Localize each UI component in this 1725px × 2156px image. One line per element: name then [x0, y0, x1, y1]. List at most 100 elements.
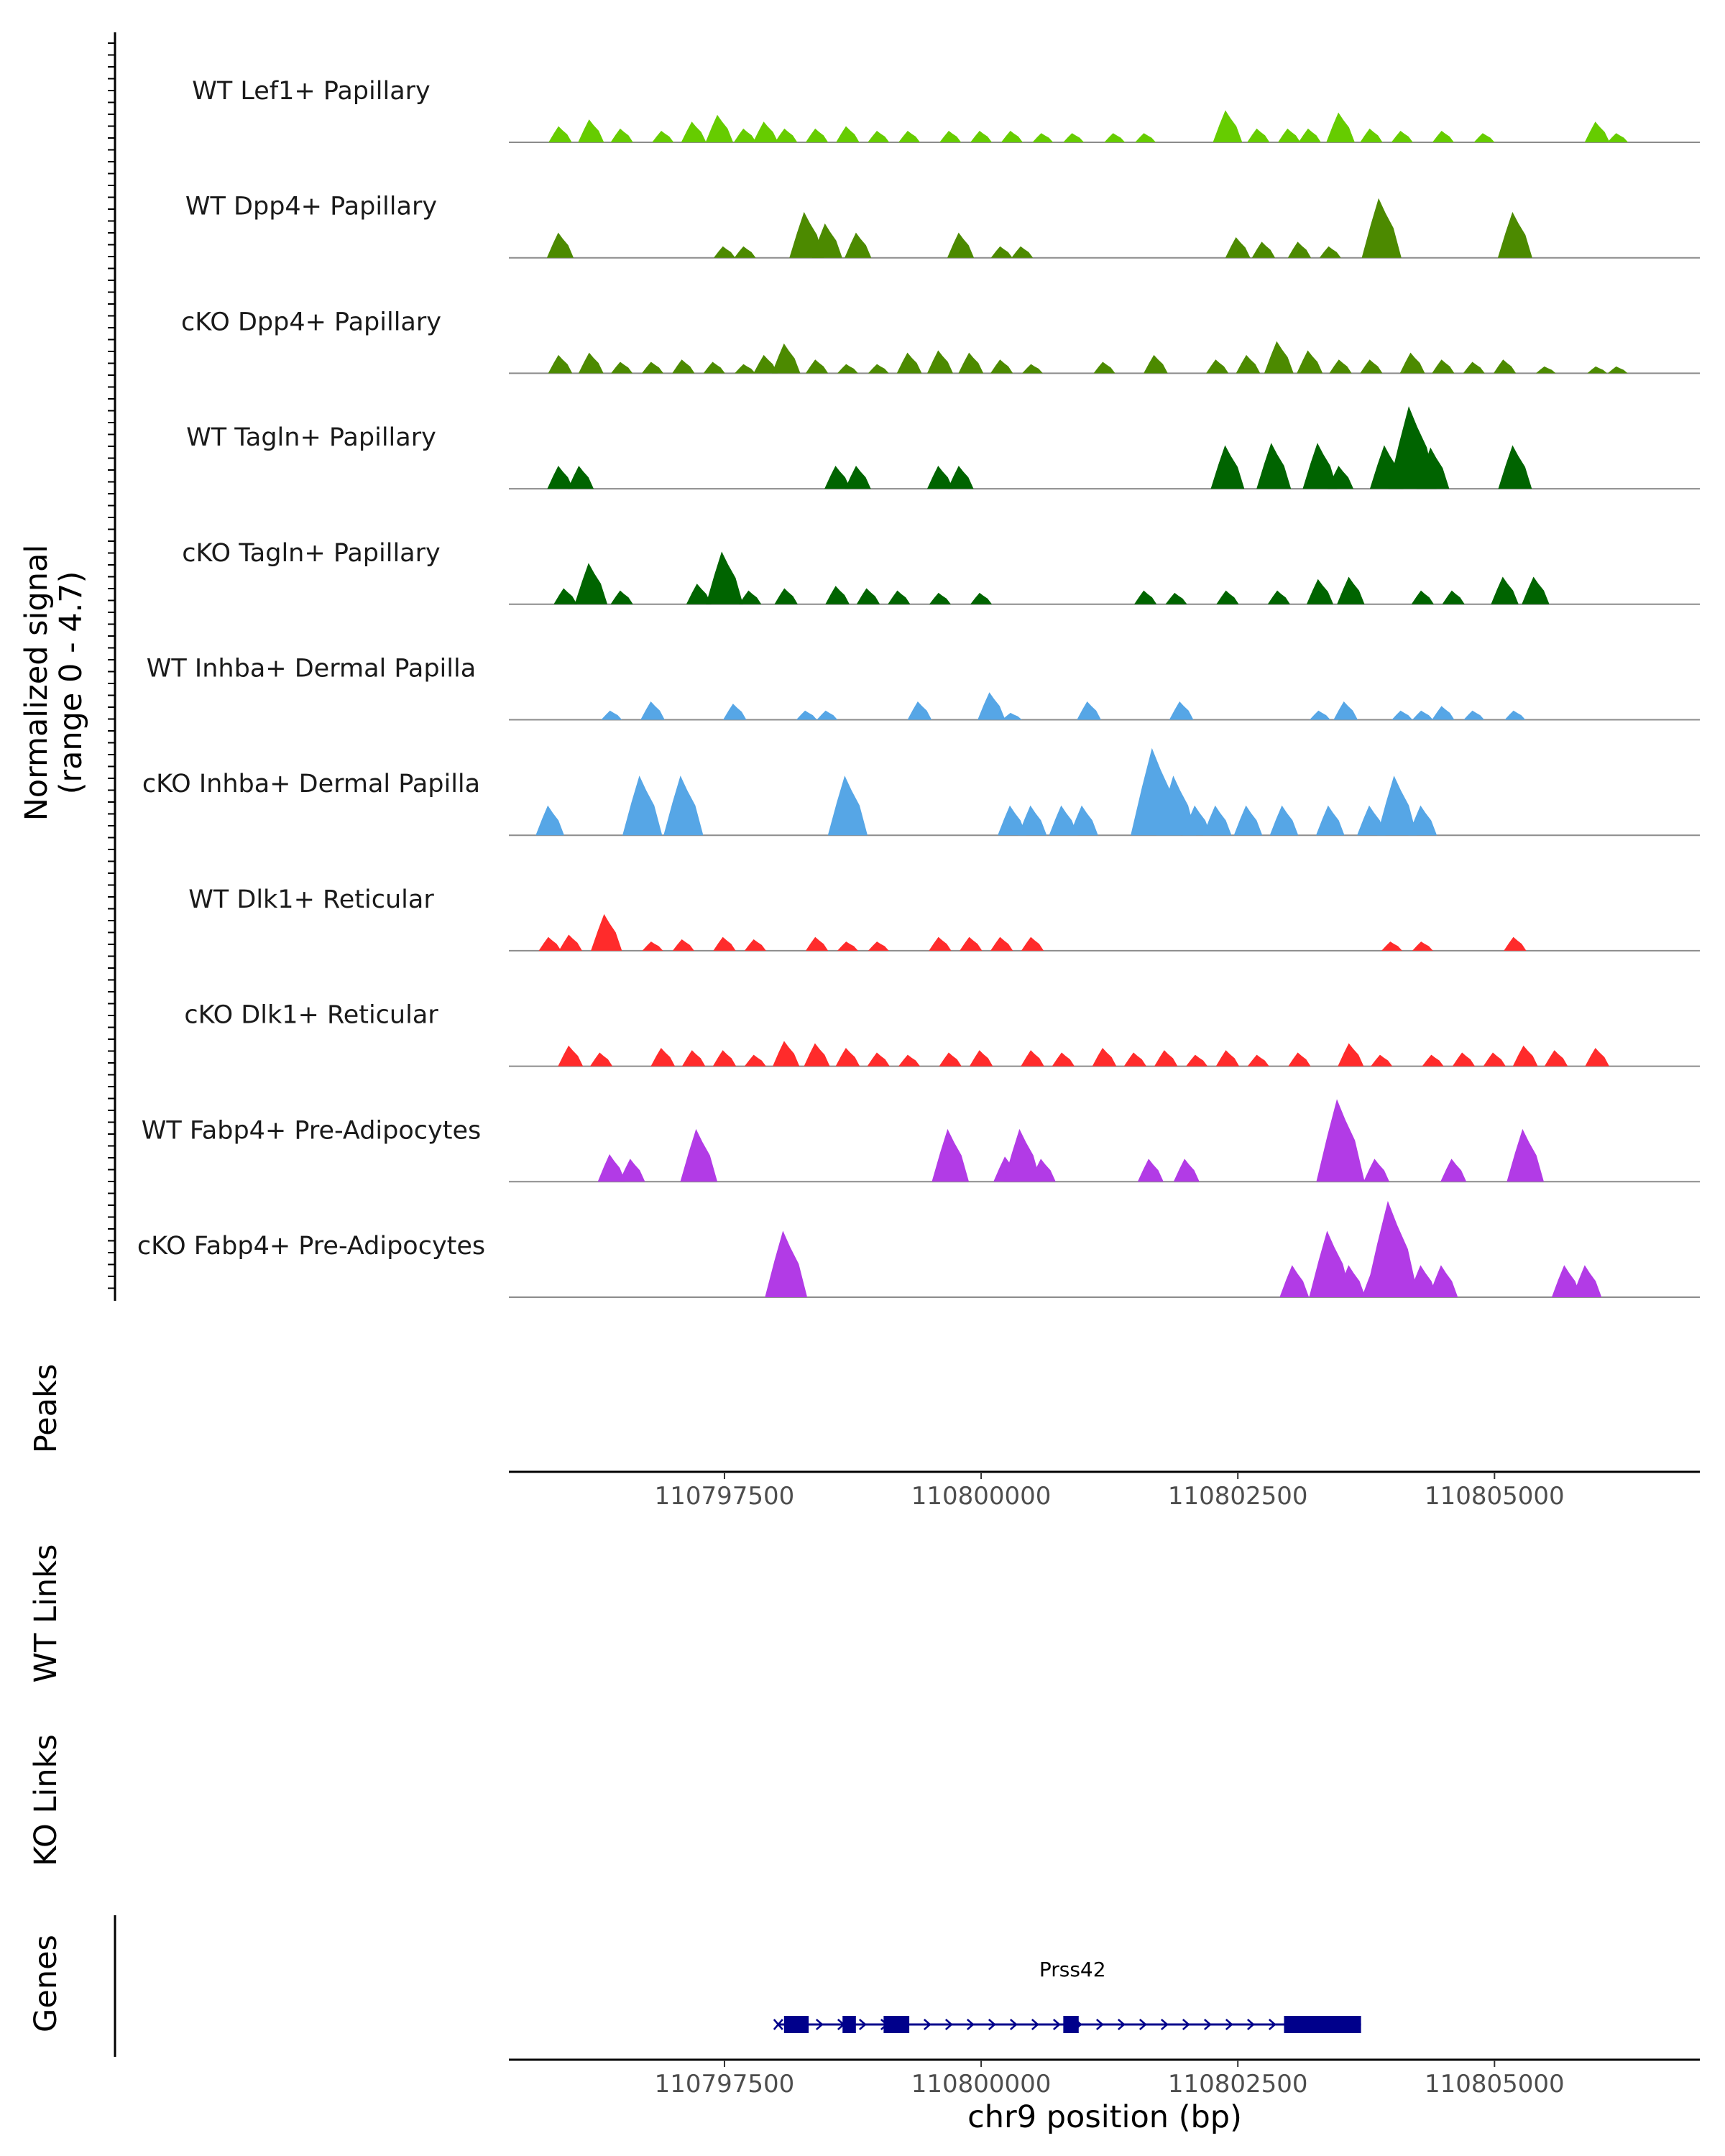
signal-peak: [681, 121, 707, 142]
signal-peak: [1497, 211, 1532, 258]
signal-peak: [1357, 805, 1386, 836]
signal-peak: [805, 936, 829, 951]
signal-peak: [1432, 131, 1454, 142]
signal-peak: [1412, 941, 1433, 951]
signal-peak: [926, 350, 953, 374]
y-axis-title-main: Normalized signal: [19, 545, 55, 821]
signal-peak: [896, 352, 922, 374]
signal-peak: [611, 361, 633, 374]
track: cKO Dpp4+ Papillary: [181, 308, 1700, 374]
signal-peak: [811, 223, 842, 258]
x-axis-ticks-peaks: 110797500 110800000 110802500 110805000: [655, 1472, 1565, 1511]
signal-peak: [1011, 246, 1034, 258]
signal-peak: [1052, 1052, 1075, 1067]
strand-arrow: [923, 2019, 932, 2030]
signal-peak: [1298, 128, 1321, 142]
signal-peak: [1428, 1265, 1458, 1297]
track-label: WT Lef1+ Papillary: [192, 77, 431, 106]
signal-peak: [1463, 361, 1485, 374]
signal-peak: [1134, 590, 1157, 604]
x-tick-label: 110800000: [911, 1482, 1052, 1511]
signal-peak: [1432, 359, 1455, 374]
signal-peak: [1267, 590, 1290, 604]
signal-peak: [1442, 590, 1465, 604]
signal-peak: [1365, 1200, 1419, 1297]
signal-peak: [1337, 576, 1365, 604]
track-label: WT Inhba+ Dermal Papilla: [147, 655, 476, 683]
signal-peak: [1310, 710, 1330, 720]
track-label: cKO Fabp4+ Pre-Adipocytes: [137, 1232, 485, 1261]
signal-peak: [1092, 1048, 1117, 1067]
genes-panel-label: Genes: [28, 1935, 64, 2032]
gene-model: Prss42: [773, 1958, 1361, 2033]
signal-peak: [1156, 775, 1197, 836]
signal-peak: [672, 939, 694, 951]
signal-peak: [1247, 128, 1270, 142]
track-label: cKO Dpp4+ Papillary: [181, 308, 441, 336]
signal-peak: [1607, 366, 1628, 374]
signal-peak: [1144, 354, 1168, 374]
signal-peak: [998, 805, 1026, 836]
signal-peak: [1506, 1128, 1544, 1182]
signal-peak: [597, 1154, 626, 1182]
signal-peak: [1309, 1230, 1352, 1297]
signal-peak: [1504, 710, 1526, 720]
signal-peak: [990, 359, 1013, 374]
signal-peak: [1411, 590, 1434, 604]
strand-arrow: [1031, 2019, 1039, 2030]
signal-peak: [1077, 701, 1101, 720]
track-label: WT Fabp4+ Pre-Adipocytes: [142, 1116, 481, 1145]
signal-peak: [856, 588, 880, 604]
signal-peak: [1202, 805, 1232, 836]
signal-peak: [1049, 805, 1078, 836]
signal-peak: [578, 352, 604, 374]
track: cKO Dlk1+ Reticular: [184, 1001, 1700, 1067]
signal-peak: [650, 1048, 676, 1067]
signal-peak: [947, 232, 975, 258]
signal-peak: [1302, 443, 1338, 489]
peaks-panel-label: Peaks: [28, 1364, 64, 1454]
signal-peak: [546, 232, 574, 258]
signal-peak: [816, 710, 838, 720]
track: cKO Inhba+ Dermal Papilla: [142, 747, 1700, 837]
signal-peak: [1022, 364, 1043, 374]
track: WT Dpp4+ Papillary: [185, 193, 1700, 259]
strand-arrow: [1225, 2019, 1233, 2030]
x-axis-ticks-genes: 110797500 110800000 110802500 110805000: [655, 2060, 1565, 2099]
coverage-tracks: WT Lef1+ Papillary WT Dpp4+ Papillary cKO …: [137, 77, 1700, 1298]
signal-peak: [1607, 133, 1629, 142]
signal-peak: [739, 590, 762, 604]
signal-peak: [558, 934, 582, 951]
signal-peak: [1278, 128, 1301, 142]
signal-peak: [1407, 1265, 1438, 1297]
signal-peak: [1213, 110, 1243, 142]
signal-peak: [1587, 366, 1607, 374]
signal-peak: [1210, 445, 1245, 489]
signal-peak: [733, 128, 757, 142]
signal-peak: [558, 1045, 584, 1067]
signal-peak: [1256, 443, 1292, 489]
signal-peak: [1416, 447, 1450, 489]
signal-peak: [1535, 366, 1556, 374]
signal-peak: [960, 936, 983, 951]
signal-peak: [1328, 466, 1354, 489]
y-axis-title-range: (range 0 - 4.7): [53, 571, 89, 795]
signal-peak: [970, 131, 993, 142]
signal-peak: [735, 364, 755, 374]
signal-peak: [1000, 131, 1023, 142]
signal-peak: [1584, 121, 1610, 142]
signal-peak: [589, 1052, 613, 1067]
signal-peak: [1412, 710, 1433, 720]
signal-peak: [958, 352, 984, 374]
track: WT Inhba+ Dermal Papilla: [147, 655, 1700, 721]
signal-peak: [1264, 341, 1294, 374]
signal-peak: [1432, 706, 1455, 720]
signal-peak: [753, 354, 778, 374]
gene-exon: [783, 2016, 809, 2033]
signal-peak: [1391, 131, 1413, 142]
signal-peak: [1182, 805, 1211, 836]
strand-arrow: [1160, 2019, 1169, 2030]
track-label: WT Dpp4+ Papillary: [185, 193, 437, 221]
signal-peak: [929, 936, 952, 951]
